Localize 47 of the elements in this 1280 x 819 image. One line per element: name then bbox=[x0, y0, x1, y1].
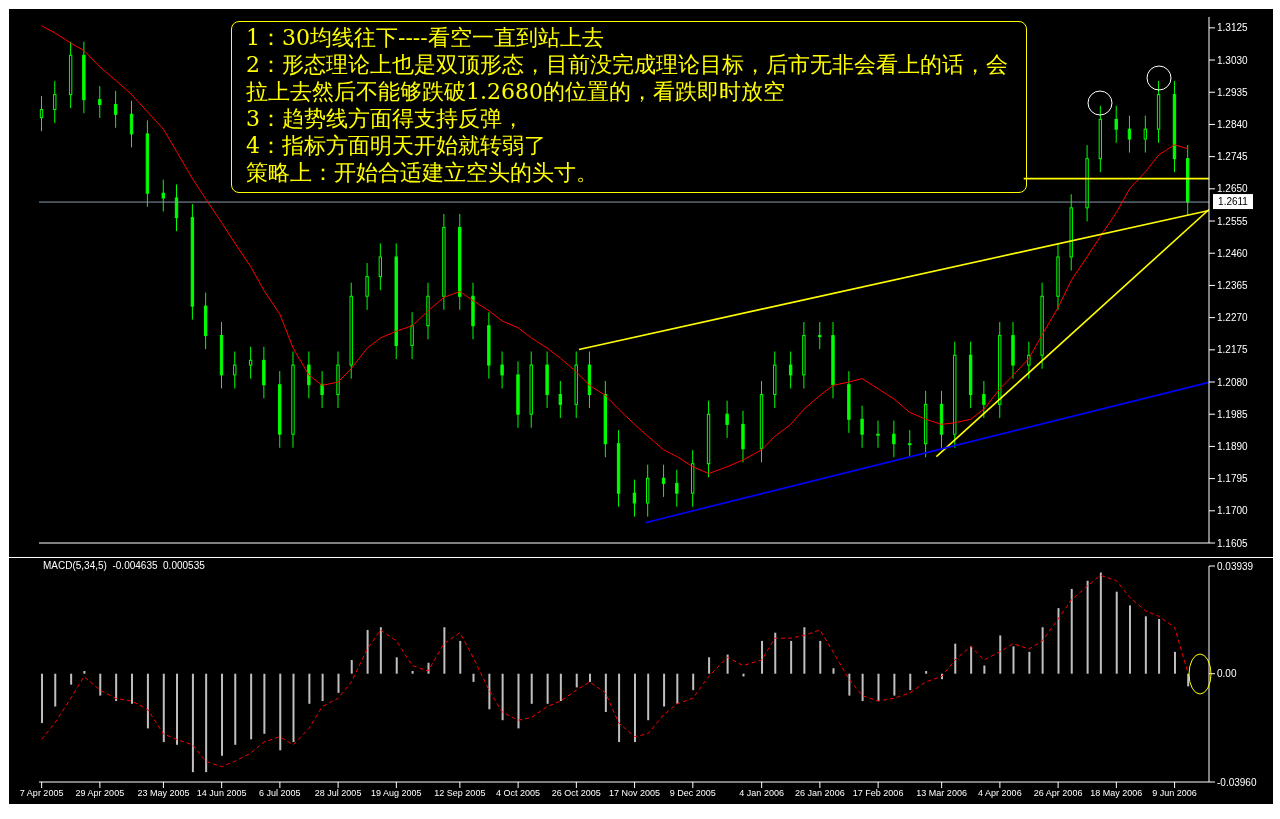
x-tick-label: 4 Oct 2005 bbox=[496, 788, 541, 799]
y-tick-label: 1.2745 bbox=[1217, 151, 1249, 163]
x-tick-label: 26 Oct 2005 bbox=[551, 788, 601, 799]
y-tick-label: 1.2175 bbox=[1217, 344, 1249, 356]
y-tick-label: 0.03939 bbox=[1217, 560, 1254, 572]
y-tick-label: 1.2555 bbox=[1217, 215, 1249, 227]
annotation: 3：趋势线方面得支持反弹， bbox=[246, 105, 525, 132]
y-tick-label: 1.2270 bbox=[1217, 312, 1249, 324]
y-tick-label: 1.2650 bbox=[1217, 183, 1249, 195]
annotation: 策略上：开始合适建立空头的头寸。 bbox=[246, 159, 599, 186]
y-tick-label: -0.03960 bbox=[1217, 776, 1257, 788]
x-tick-label: 23 May 2005 bbox=[137, 788, 190, 799]
y-tick-label: 1.2080 bbox=[1217, 376, 1249, 388]
x-tick-label: 13 Mar 2006 bbox=[916, 788, 967, 799]
y-tick-label: 1.1700 bbox=[1217, 505, 1249, 517]
x-tick-label: 29 Apr 2005 bbox=[75, 788, 125, 799]
annotation: 4：指标方面明天开始就转弱了 bbox=[246, 132, 547, 159]
x-tick-label: 4 Apr 2006 bbox=[978, 788, 1022, 799]
x-tick-label: 4 Jan 2006 bbox=[739, 788, 784, 799]
y-tick-label: 1.1985 bbox=[1217, 408, 1249, 420]
annotation: 2：形态理论上也是双顶形态，目前没完成理论目标，后市无非会看上的话，会拉上去然后不能够跌破1.2680的位置的，看跌即时放空 bbox=[246, 51, 1009, 105]
chart-title: MACD(5,34,5) -0.004635 0.000535 bbox=[43, 560, 205, 571]
x-tick-label: 12 Sep 2005 bbox=[434, 788, 486, 799]
y-tick-label: 1.1605 bbox=[1217, 537, 1249, 549]
y-tick-label: 1.1795 bbox=[1217, 473, 1249, 485]
x-tick-label: 9 Dec 2005 bbox=[669, 788, 716, 799]
annotation: 1：30均线往下----看空一直到站上去 bbox=[246, 24, 605, 51]
x-tick-label: 14 Jun 2005 bbox=[196, 788, 247, 799]
x-tick-label: 9 Jun 2006 bbox=[1152, 788, 1197, 799]
y-tick-label: 1.2460 bbox=[1217, 247, 1249, 259]
ref-line-label: 1.2611 bbox=[1218, 196, 1249, 208]
x-tick-label: 26 Jan 2006 bbox=[795, 788, 845, 799]
y-tick-label: 1.2365 bbox=[1217, 279, 1249, 291]
y-tick-label: 1.1890 bbox=[1217, 440, 1249, 452]
x-tick-label: 17 Feb 2006 bbox=[852, 788, 904, 799]
x-tick-label: 17 Nov 2005 bbox=[609, 788, 661, 799]
y-tick-label: 1.3125 bbox=[1217, 22, 1249, 34]
y-tick-label: 1.3030 bbox=[1217, 54, 1249, 66]
x-tick-label: 26 Apr 2006 bbox=[1033, 788, 1083, 799]
y-tick-label: 1.2840 bbox=[1217, 118, 1249, 130]
x-tick-label: 6 Jul 2005 bbox=[259, 788, 301, 799]
x-tick-label: 18 May 2006 bbox=[1090, 788, 1143, 799]
x-tick-label: 28 Jul 2005 bbox=[314, 788, 362, 799]
y-tick-label: 0.00 bbox=[1217, 668, 1237, 680]
x-tick-label: 19 Aug 2005 bbox=[371, 788, 422, 799]
y-tick-label: 1.2935 bbox=[1217, 86, 1249, 98]
x-tick-label: 7 Apr 2005 bbox=[19, 788, 64, 799]
